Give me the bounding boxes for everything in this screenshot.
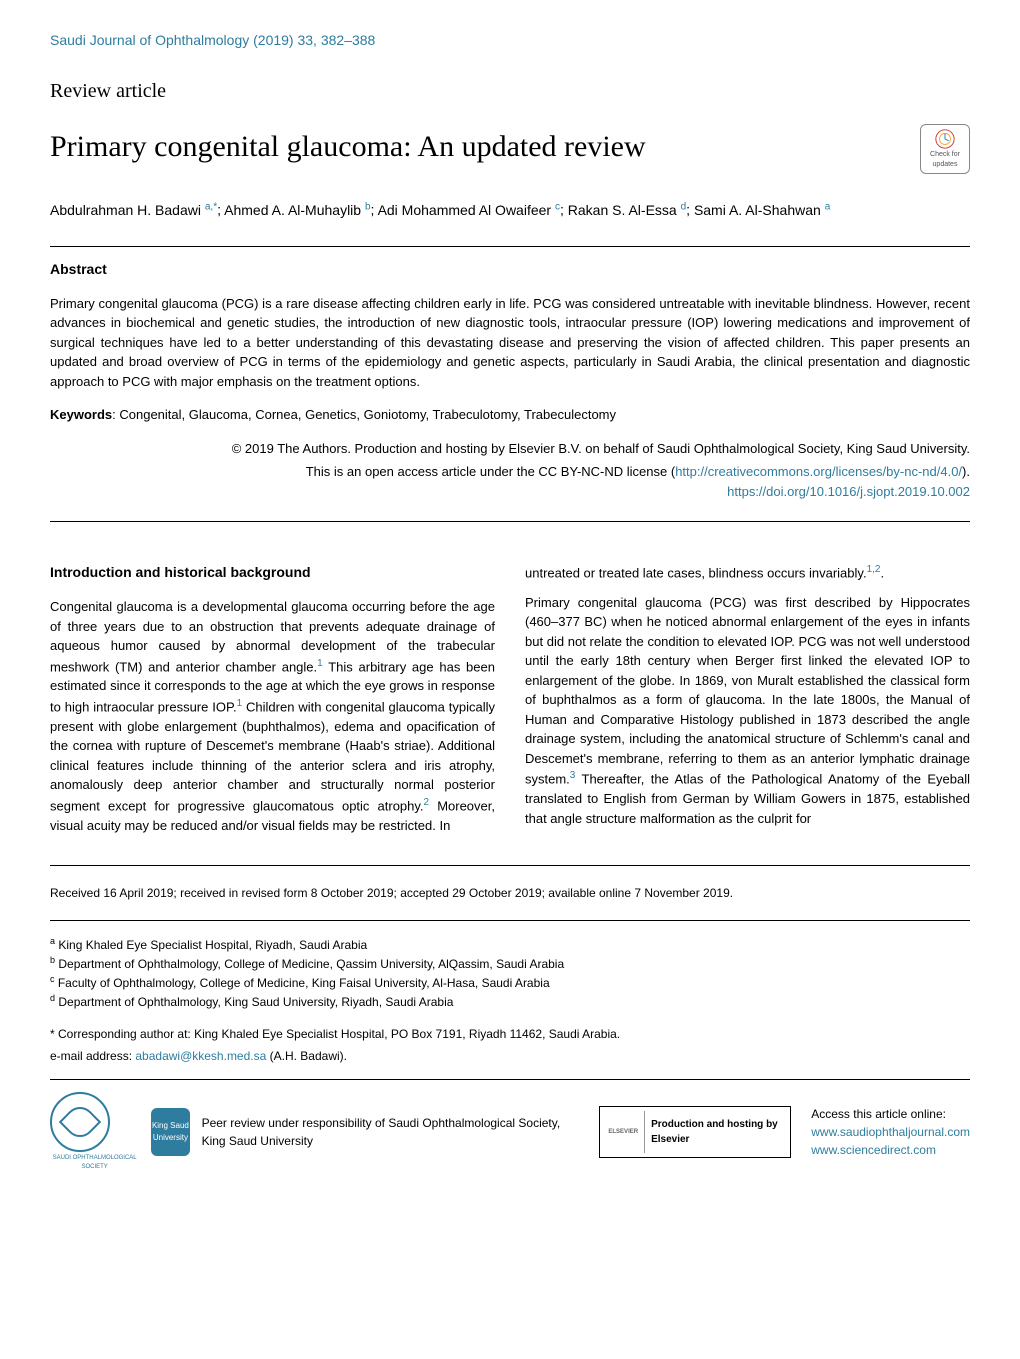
journal-header: Saudi Journal of Ophthalmology (2019) 33… [50,30,970,51]
footer-left: SAUDI OPHTHALMOLOGICAL SOCIETY King Saud… [50,1092,579,1172]
article-type: Review article [50,76,970,106]
affiliation-d: d Department of Ophthalmology, King Saud… [50,992,970,1011]
access-link-2[interactable]: www.sciencedirect.com [811,1141,970,1159]
doi-link[interactable]: https://doi.org/10.1016/j.sjopt.2019.10.… [727,484,970,499]
elsevier-text: Production and hosting by Elsevier [651,1117,782,1147]
keywords: Keywords: Congenital, Glaucoma, Cornea, … [50,405,970,425]
society-logo: SAUDI OPHTHALMOLOGICAL SOCIETY [50,1092,139,1172]
abstract-text: Primary congenital glaucoma (PCG) is a r… [50,294,970,392]
article-title: Primary congenital glaucoma: An updated … [50,124,646,169]
author-2: Ahmed A. Al-Muhaylib b [224,202,370,218]
license-link[interactable]: http://creativecommons.org/licenses/by-n… [675,464,962,479]
check-updates-badge[interactable]: Check for updates [920,124,970,174]
divider [50,521,970,522]
affiliations: a King Khaled Eye Specialist Hospital, R… [50,935,970,1011]
email-line: e-mail address: abadawi@kkesh.med.sa (A.… [50,1047,970,1065]
keywords-label: Keywords [50,407,112,422]
access-link-1[interactable]: www.saudiophthaljournal.com [811,1123,970,1141]
elsevier-box: ELSEVIER Production and hosting by Elsev… [599,1106,791,1158]
received-dates: Received 16 April 2019; received in revi… [50,884,970,902]
divider [50,1079,970,1080]
copyright: © 2019 The Authors. Production and hosti… [50,439,970,459]
authors-list: Abdulrahman H. Badawi a,*; Ahmed A. Al-M… [50,199,970,221]
license: This is an open access article under the… [50,462,970,482]
divider [50,246,970,247]
column-right: untreated or treated late cases, blindne… [525,562,970,835]
body-paragraph: untreated or treated late cases, blindne… [525,562,970,583]
access-label: Access this article online: [811,1105,970,1123]
author-4: Rakan S. Al-Essa d [568,202,686,218]
section-heading: Introduction and historical background [50,562,495,583]
divider [50,865,970,866]
keywords-text: : Congenital, Glaucoma, Cornea, Genetics… [112,407,616,422]
author-5: Sami A. Al-Shahwan a [694,202,830,218]
body-paragraph: Congenital glaucoma is a developmental g… [50,597,495,835]
abstract-heading: Abstract [50,259,970,280]
column-left: Introduction and historical background C… [50,562,495,835]
elsevier-logo-icon: ELSEVIER [608,1111,645,1153]
body-columns: Introduction and historical background C… [50,562,970,835]
check-updates-label: Check for updates [921,150,969,171]
doi: https://doi.org/10.1016/j.sjopt.2019.10.… [50,482,970,502]
affiliation-b: b Department of Ophthalmology, College o… [50,954,970,973]
affiliation-c: c Faculty of Ophthalmology, College of M… [50,973,970,992]
author-1: Abdulrahman H. Badawi a,* [50,202,217,218]
access-box: Access this article online: www.saudioph… [811,1105,970,1159]
email-link[interactable]: abadawi@kkesh.med.sa [135,1049,266,1063]
corresponding-author: * Corresponding author at: King Khaled E… [50,1025,970,1043]
ksu-logo: King Saud University [151,1108,189,1156]
divider [50,920,970,921]
ref-12[interactable]: 1,2 [867,564,881,575]
body-paragraph: Primary congenital glaucoma (PCG) was fi… [525,593,970,828]
peer-review-text: Peer review under responsibility of Saud… [202,1114,580,1150]
check-updates-icon [934,128,956,150]
author-3: Adi Mohammed Al Owaifeer c [378,202,560,218]
affiliation-a: a King Khaled Eye Specialist Hospital, R… [50,935,970,954]
footer-row: SAUDI OPHTHALMOLOGICAL SOCIETY King Saud… [50,1092,970,1172]
